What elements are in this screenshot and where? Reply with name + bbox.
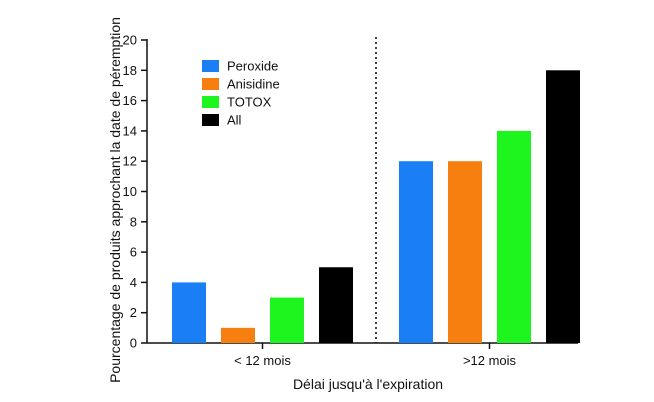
y-axis-title: Pourcentage de produits approchant la da… (107, 17, 123, 383)
y-tick-label: 10 (123, 184, 137, 199)
bars (172, 70, 580, 344)
y-tick-label: 0 (130, 336, 137, 351)
x-tick-label: < 12 mois (234, 353, 291, 368)
y-tick-label: 14 (123, 123, 137, 138)
legend-label-peroxide: Peroxide (227, 59, 278, 74)
y-tick-label: 6 (130, 245, 137, 260)
legend-label-totox: TOTOX (227, 95, 272, 110)
bar-peroxide (172, 282, 206, 343)
y-tick-label: 4 (130, 275, 137, 290)
legend-swatch-all (202, 114, 219, 126)
legend: Peroxide Anisidine TOTOX All (202, 59, 280, 128)
y-tick-label: 12 (123, 154, 137, 169)
bar-peroxide (399, 161, 433, 343)
legend-swatch-totox (202, 96, 219, 108)
y-tick-label: 8 (130, 214, 137, 229)
x-axis-title: Délai jusqu'à l'expiration (293, 376, 443, 392)
legend-swatch-peroxide (202, 60, 219, 72)
bar-totox (270, 297, 304, 343)
bar-all (319, 267, 353, 343)
legend-swatch-anisidine (202, 78, 219, 90)
y-axis: 0 2 4 6 8 10 12 14 16 18 20 (123, 33, 148, 351)
y-tick-label: 18 (123, 63, 137, 78)
legend-label-all: All (227, 113, 242, 128)
x-axis: < 12 mois >12 mois (147, 342, 578, 368)
y-tick-label: 2 (130, 305, 137, 320)
bar-anisidine (448, 161, 482, 343)
legend-label-anisidine: Anisidine (227, 77, 280, 92)
y-tick-label: 16 (123, 93, 137, 108)
bar-all (546, 70, 580, 344)
bar-anisidine (221, 327, 255, 343)
x-tick-label: >12 mois (463, 353, 517, 368)
y-tick-label: 20 (123, 33, 137, 48)
bar-totox (497, 130, 531, 343)
